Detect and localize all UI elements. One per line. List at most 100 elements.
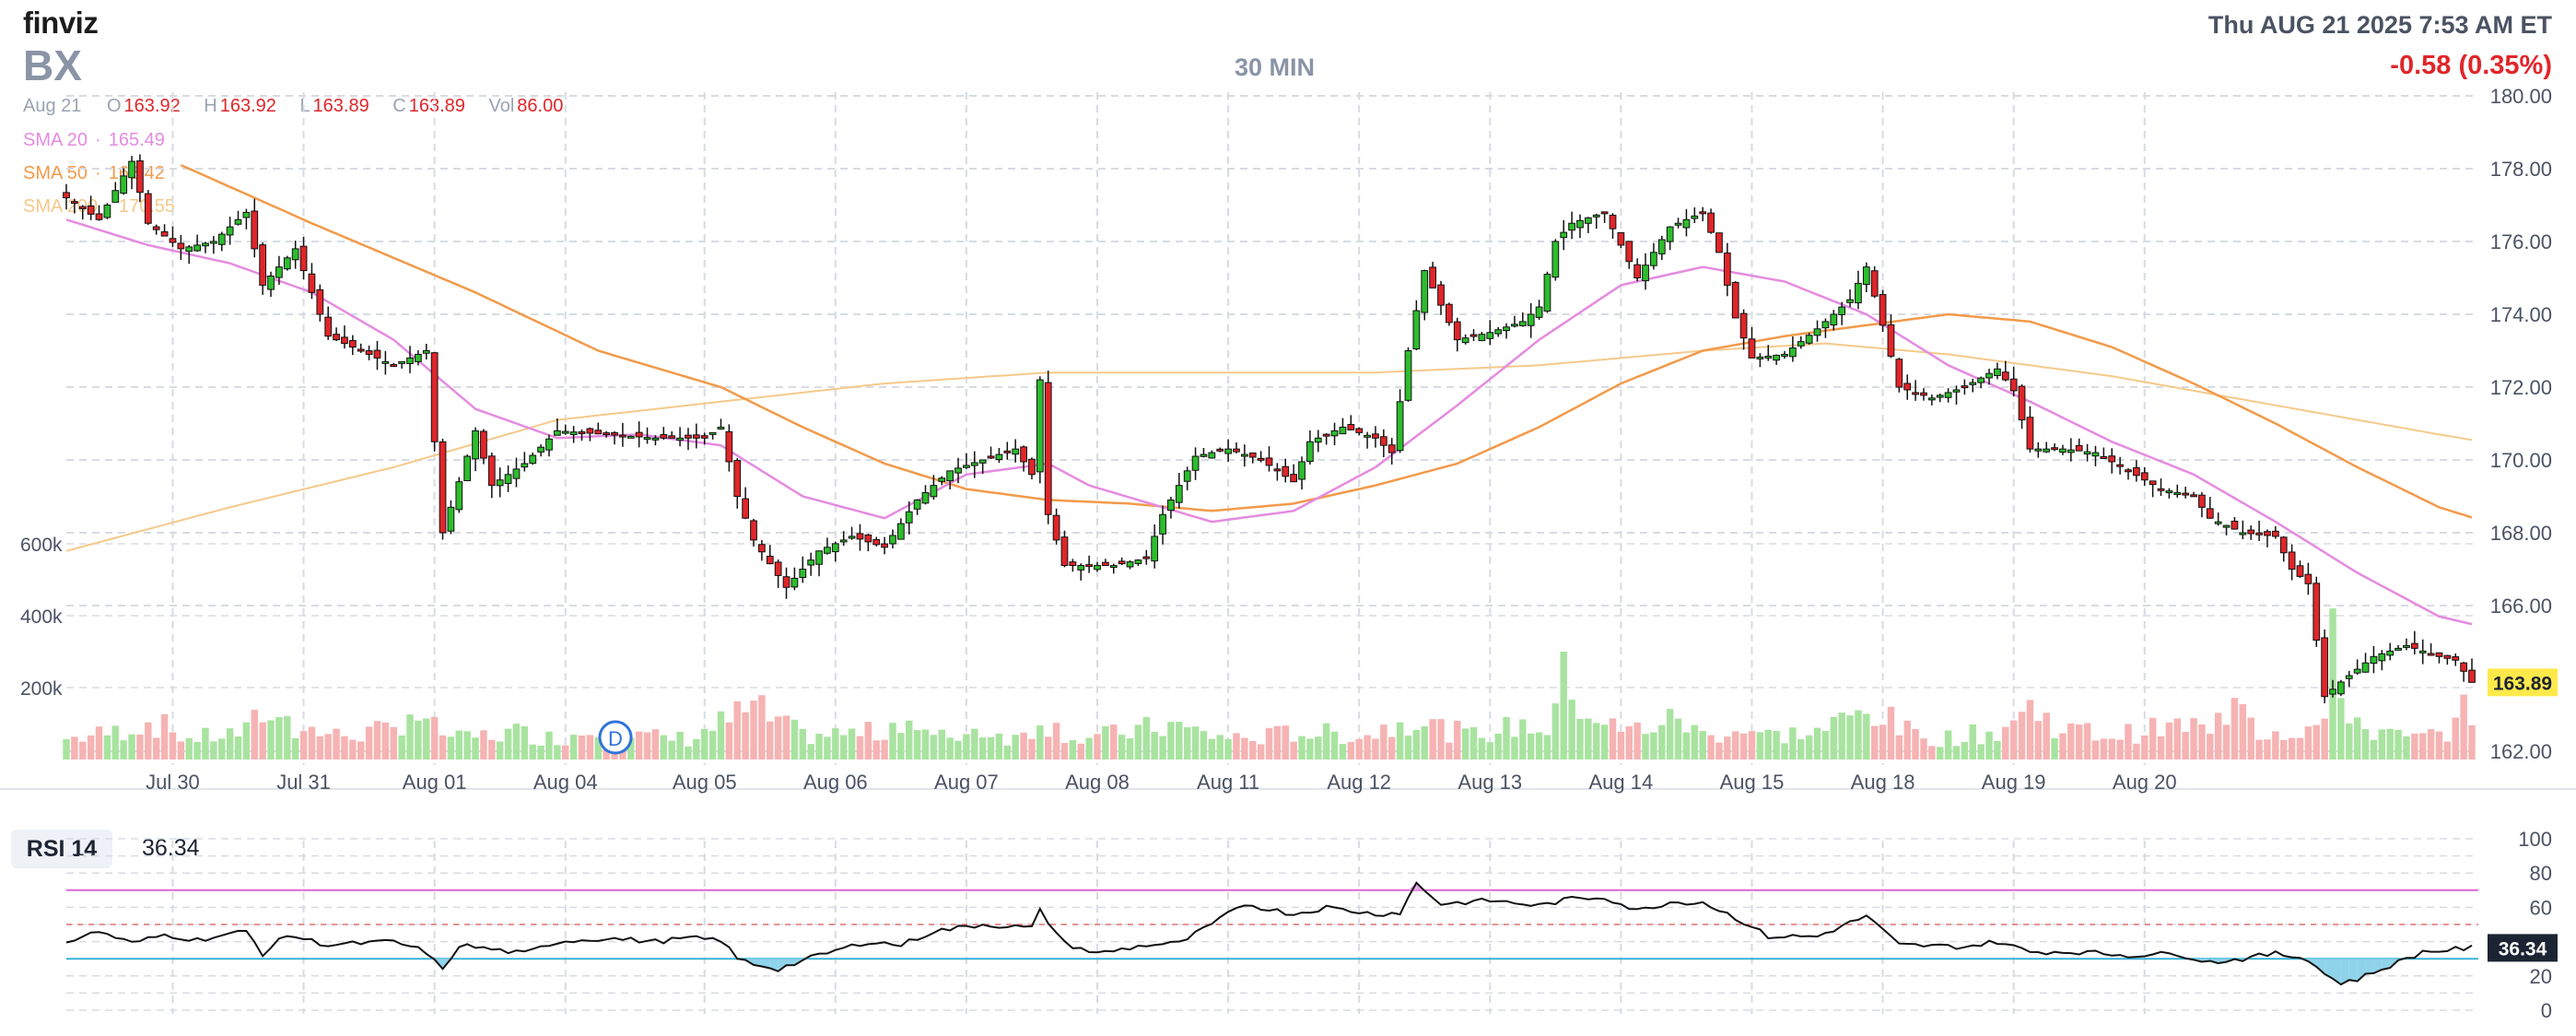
candle-body xyxy=(1282,465,1290,477)
x-axis-date-label: Aug 01 xyxy=(403,771,467,794)
candle-body xyxy=(2231,520,2239,530)
volume-bar xyxy=(767,721,774,759)
candle-up xyxy=(521,452,529,472)
candle-body xyxy=(1364,434,1371,438)
volume-bar xyxy=(1821,731,1830,759)
volume-bar xyxy=(193,742,201,759)
volume-bar xyxy=(2264,739,2271,759)
candle-up xyxy=(1159,505,1166,545)
volume-bar xyxy=(2443,741,2452,759)
candle-up xyxy=(1486,320,1494,346)
volume-bar xyxy=(1330,731,1339,759)
candle-up xyxy=(202,241,209,253)
candle-down xyxy=(1044,371,1052,524)
candle-body xyxy=(2329,689,2336,695)
candle-down xyxy=(63,183,70,210)
candle-down xyxy=(1731,281,1739,319)
candle-body xyxy=(1486,332,1494,339)
finviz-logo[interactable]: finviz xyxy=(23,6,99,40)
candle-down xyxy=(750,518,757,547)
volume-bar xyxy=(954,740,962,759)
candle-body xyxy=(398,360,405,364)
volume-bar xyxy=(160,713,169,759)
volume-bar xyxy=(2296,737,2304,759)
candle-body xyxy=(2395,647,2402,651)
volume-bar xyxy=(63,738,70,759)
candle-down xyxy=(692,423,700,449)
sma20-legend[interactable]: SMA 20 · 165.49 xyxy=(23,130,165,150)
volume-bar xyxy=(1977,744,1985,759)
candle-down xyxy=(1028,457,1036,480)
candle-up xyxy=(1208,450,1216,459)
volume-bar xyxy=(978,737,987,759)
candle-down xyxy=(2018,383,2026,430)
volume-bar xyxy=(1789,727,1797,759)
volume-bar xyxy=(1969,724,1976,759)
candle-body xyxy=(234,218,242,225)
volume-bar xyxy=(987,736,995,759)
candle-body xyxy=(1052,514,1060,541)
candle-body xyxy=(569,431,578,436)
candle-body xyxy=(2418,650,2427,653)
rsi-label[interactable]: RSI 14 xyxy=(11,830,112,868)
candle-body xyxy=(2157,488,2165,491)
volume-bar xyxy=(2207,733,2214,759)
candle-down xyxy=(373,340,381,371)
candle-up xyxy=(2378,650,2386,671)
volume-bar xyxy=(1159,736,1166,759)
candle-body xyxy=(594,430,603,435)
candle-down xyxy=(586,427,594,441)
candle-body xyxy=(1257,457,1265,461)
candle-up xyxy=(1494,326,1503,337)
candle-down xyxy=(742,487,749,520)
volume-bar xyxy=(2214,712,2222,759)
volume-bar xyxy=(1593,723,1600,759)
candle-body xyxy=(2288,551,2296,570)
volume-bar xyxy=(1519,719,1527,759)
candle-up xyxy=(2059,444,2067,455)
candle-down xyxy=(341,325,348,349)
volume-bar xyxy=(1094,734,1101,759)
candle-up xyxy=(2043,441,2051,453)
volume-bar xyxy=(1404,736,1412,759)
volume-bar xyxy=(2075,724,2083,759)
volume-bar xyxy=(1994,740,2001,759)
volume-bar xyxy=(1920,738,1927,759)
candle-body xyxy=(774,561,782,576)
candle-body xyxy=(2345,675,2353,679)
timeframe-label[interactable]: 30 MIN xyxy=(1235,53,1316,81)
candle-body xyxy=(537,446,544,453)
volume-bar xyxy=(758,695,766,759)
candle-body xyxy=(1633,264,1642,279)
candle-body xyxy=(521,463,529,468)
candle-body xyxy=(995,453,1003,461)
candle-body xyxy=(2043,448,2051,453)
candle-body xyxy=(1109,565,1118,569)
volume-bar xyxy=(120,740,127,759)
volume-bar xyxy=(1855,710,1862,759)
candlesticks xyxy=(63,154,2476,704)
candle-up xyxy=(2214,512,2222,526)
volume-bar xyxy=(2255,739,2263,759)
candle-body xyxy=(1797,341,1805,347)
volume-bar xyxy=(1650,732,1657,759)
candle-body xyxy=(1666,226,1674,242)
candle-up xyxy=(1805,333,1813,345)
candle-down xyxy=(299,237,308,280)
volume-bar xyxy=(1273,725,1282,759)
volume-bars xyxy=(63,608,2476,759)
volume-bar xyxy=(1551,703,1560,759)
candle-down xyxy=(1469,329,1478,342)
candle-body xyxy=(1879,294,1887,326)
candle-body xyxy=(1715,232,1723,253)
volume-bar xyxy=(1797,739,1805,759)
candle-down xyxy=(2279,536,2288,562)
candle-down xyxy=(1322,433,1330,445)
candle-down xyxy=(987,446,995,460)
volume-bar xyxy=(1060,743,1069,759)
candle-body xyxy=(1396,401,1404,452)
volume-bar xyxy=(1560,651,1567,759)
candle-body xyxy=(1748,338,1756,359)
earnings-marker[interactable]: D xyxy=(598,720,633,755)
